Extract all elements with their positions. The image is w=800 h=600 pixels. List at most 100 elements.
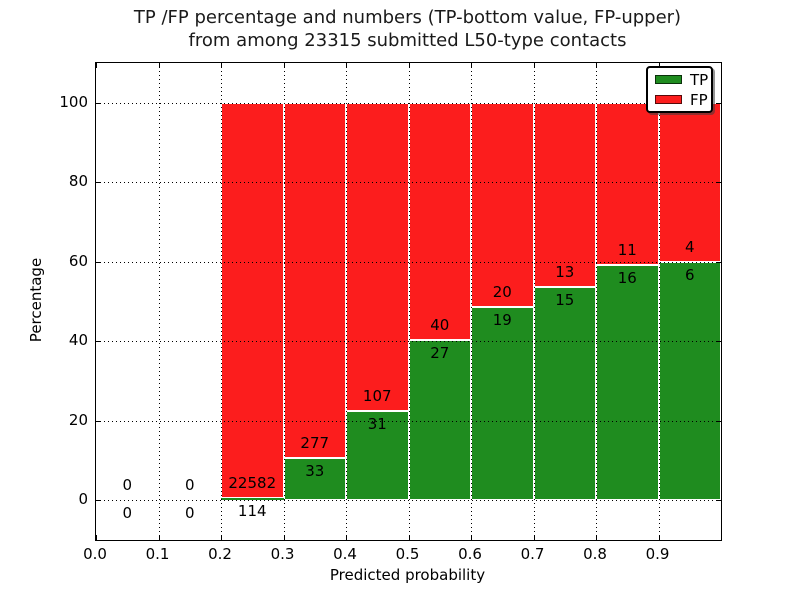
y-tick-mark [96,102,101,104]
y-tick-mark-right [716,341,721,343]
x-tick-mark [471,535,472,540]
y-tick-mark [96,182,101,184]
x-tick-mark [221,535,222,540]
tp-count-label: 16 [617,268,637,287]
legend-label-tp: TP [690,70,709,89]
x-tick-mark-top [408,63,410,68]
x-tick-mark-top [158,63,160,68]
v-gridline [471,63,472,540]
fp-count-label: 107 [362,386,392,405]
x-tick-mark [533,535,535,540]
tp-count-label: 6 [684,265,695,284]
x-axis-label: Predicted probability [329,566,486,584]
x-tick-mark-top [96,63,97,68]
v-gridline [346,63,347,540]
x-tick-label: 0.7 [520,545,545,563]
fp-count-label: 277 [300,433,330,452]
tp-bar-segment [533,287,596,501]
x-tick-label: 0.4 [333,545,357,563]
tp-bar-segment [408,340,471,501]
x-tick-label: 0.1 [145,545,170,563]
y-axis-label: Percentage [27,257,45,343]
x-tick-mark-top [596,63,597,68]
fp-bar-segment [533,102,596,288]
x-tick-mark [158,535,160,540]
v-gridline [658,63,660,540]
tp-count-label: 31 [367,414,387,433]
y-tick-label: 80 [68,172,88,191]
fp-bar-segment [221,102,284,499]
fp-count-label: 22582 [228,474,277,493]
fp-count-label: 11 [617,240,637,259]
x-tick-mark [658,535,660,540]
fp-count-label: 0 [122,476,133,495]
x-tick-mark-top [658,63,660,68]
x-tick-mark-top [533,63,535,68]
fp-count-label: 0 [184,476,195,495]
y-tick-label: 100 [59,92,88,111]
x-tick-label: 0.2 [208,545,232,563]
chart-title: TP /FP percentage and numbers (TP-bottom… [95,6,720,52]
x-tick-label: 0.9 [645,545,670,563]
tp-count-label: 33 [305,461,325,480]
legend-label-fp: FP [690,90,708,109]
tp-bar-segment [221,498,284,501]
fp-color-swatch-icon [655,95,682,104]
x-tick-mark [283,535,285,540]
y-tick-mark-right [716,420,721,422]
x-tick-mark-top [346,63,347,68]
v-gridline [158,63,160,540]
y-tick-mark [96,420,101,422]
chart-title-line1: TP /FP percentage and numbers (TP-bottom… [133,7,682,28]
tp-bar-segment [596,264,659,501]
x-tick-mark [346,535,347,540]
tp-bar-segment [471,306,534,501]
fp-count-label: 13 [555,263,575,282]
plot-area: 0 0 0 0 22582 114 277 33 107 31 40 27 20 19 13 15 11 16 4 6 [95,62,722,541]
x-tick-mark [408,535,410,540]
v-gridline [596,63,597,540]
x-tick-mark-top [283,63,285,68]
fp-count-label: 20 [492,282,512,301]
y-tick-mark [96,261,101,263]
y-tick-label: 0 [78,490,88,509]
tp-count-label: 27 [430,344,450,363]
v-gridline [283,63,285,540]
v-gridline [533,63,535,540]
x-tick-label: 0.8 [583,545,607,563]
y-tick-label: 20 [68,410,88,429]
y-tick-mark-right [716,182,721,184]
x-tick-label: 0.0 [83,545,107,563]
x-tick-mark [96,535,97,540]
tp-bar-segment [658,261,721,501]
x-tick-mark [596,535,597,540]
y-tick-label: 60 [68,251,88,270]
tp-count-label: 0 [122,504,133,523]
tp-bar-segment [346,410,409,501]
tp-color-swatch-icon [655,75,682,84]
fp-bar-segment [408,102,471,341]
fp-bar-segment [346,102,409,411]
fp-bar-segment [283,102,346,458]
y-tick-mark-right [716,500,721,502]
x-tick-label: 0.6 [458,545,482,563]
v-gridline [408,63,410,540]
y-tick-label: 40 [68,331,88,350]
legend-entry-fp: FP [648,92,711,108]
tp-count-label: 19 [492,310,512,329]
x-tick-label: 0.5 [395,545,420,563]
x-tick-label: 0.3 [270,545,295,563]
y-tick-mark [96,500,101,502]
v-gridline [221,63,222,540]
fp-bar-segment [471,102,534,307]
tp-count-label: 15 [555,291,575,310]
fp-count-label: 4 [684,237,695,256]
y-tick-mark [96,341,101,343]
legend-entry-tp: TP [648,72,711,88]
y-tick-mark-right [716,261,721,263]
tp-count-label: 0 [184,504,195,523]
legend: TP FP [646,66,713,113]
fp-count-label: 40 [430,316,450,335]
chart-title-line2: from among 23315 submitted L50-type cont… [188,30,627,51]
